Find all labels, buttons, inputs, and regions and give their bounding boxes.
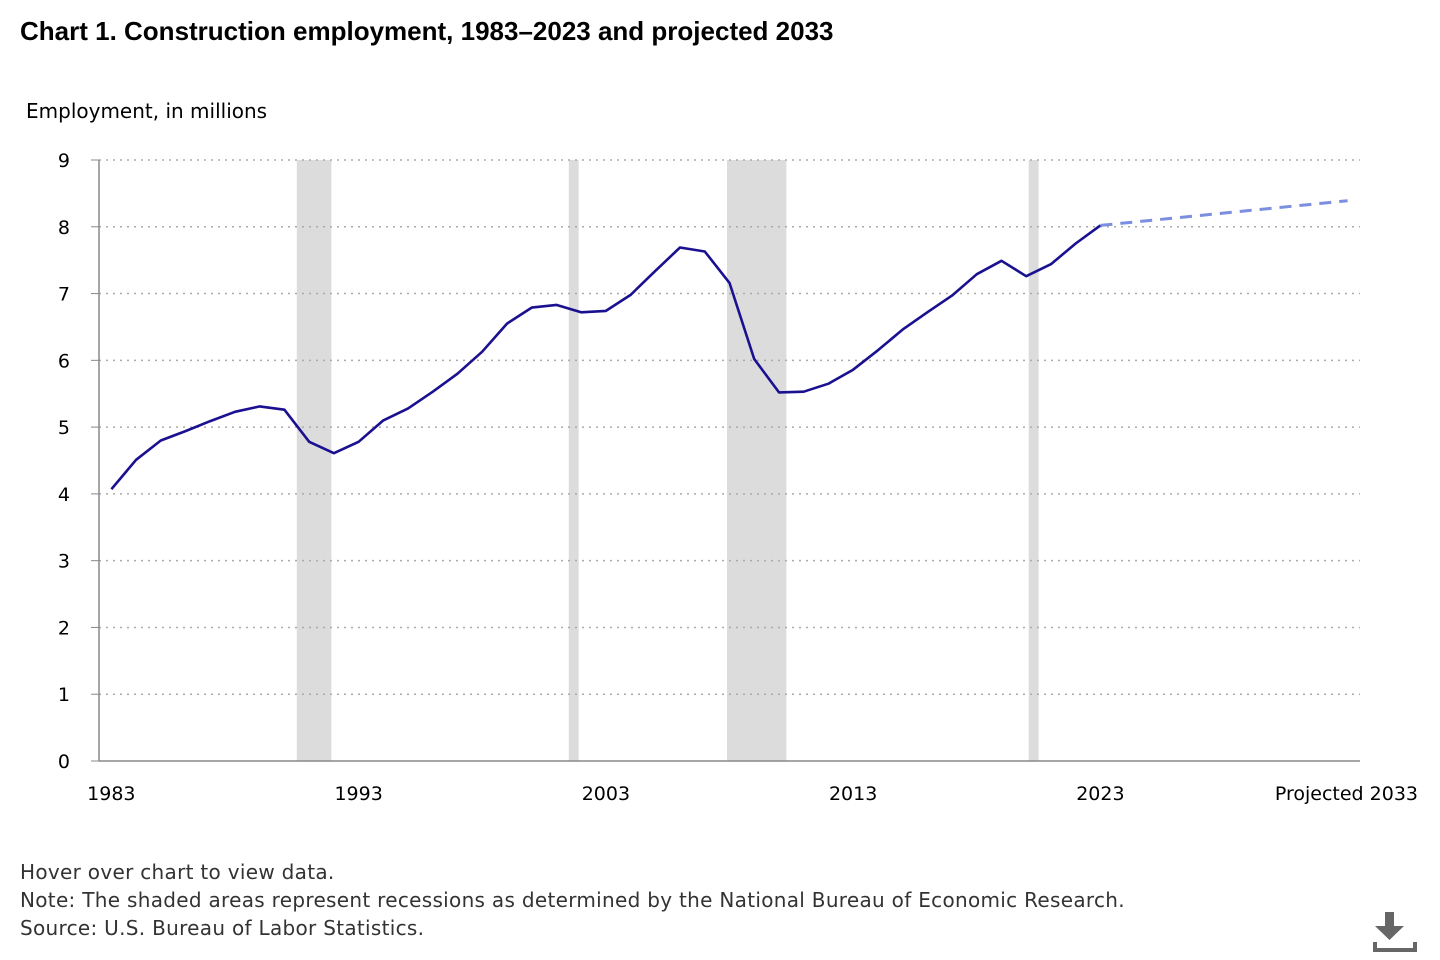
data-point[interactable]: 2007: 7.63 (699, 245, 711, 257)
data-point[interactable]: 2020: 7.26 (1020, 270, 1032, 282)
data-point[interactable]: 1990: 5.26 (278, 404, 290, 416)
data-point[interactable]: 2033: 8.39 (1342, 195, 1354, 207)
data-point[interactable]: 2014: 6.15 (872, 344, 884, 356)
data-point[interactable]: 2012: 5.65 (822, 378, 834, 390)
data-point[interactable]: 1996: 5.53 (427, 386, 439, 398)
data-point[interactable]: 2008: 7.16 (724, 277, 736, 289)
projection-line[interactable] (1100, 199, 1348, 227)
data-point[interactable]: 1994: 5.1 (377, 414, 389, 426)
employment-line[interactable] (110, 224, 1102, 491)
data-point[interactable]: 1983: 4.07 (105, 483, 117, 495)
y-tick-label: 5 (58, 417, 70, 439)
x-tick-label: 2023 (1076, 783, 1124, 805)
series[interactable]: 1983: 4.07 1984: 4.51 1985: 4.8 1986: 4.94 1… (105, 195, 1353, 495)
data-point[interactable]: 2013: 5.86 (847, 364, 859, 376)
data-point[interactable]: 2021: 7.44 (1045, 258, 1057, 270)
download-arrow-icon (1373, 912, 1417, 952)
data-point[interactable]: 1992: 4.61 (328, 447, 340, 459)
y-tick-label: 7 (58, 284, 70, 306)
data-point[interactable]: 2022: 7.75 (1070, 237, 1082, 249)
data-point[interactable]: 2000: 6.79 (526, 302, 538, 314)
chart-title: Chart 1. Construction employment, 1983–2… (20, 16, 834, 46)
y-tick-label: 4 (58, 484, 70, 506)
tick-labels: 0 1 2 3 4 5 6 7 8 9 1983 1993 2003 2013 2023 Projected … (58, 150, 1418, 805)
recession-band (568, 160, 579, 761)
data-point[interactable]: 2009: 6.02 (748, 353, 760, 365)
data-point[interactable]: 2011: 5.53 (798, 386, 810, 398)
data-point[interactable]: 1985: 4.8 (155, 434, 167, 446)
axes (91, 159, 1360, 762)
data-point[interactable]: 1995: 5.28 (402, 402, 414, 414)
recession-band (296, 160, 332, 761)
data-point[interactable]: 2016: 6.72 (921, 306, 933, 318)
data-point[interactable]: 2001: 6.83 (550, 299, 562, 311)
recession-band (727, 160, 787, 761)
data-point[interactable]: 2010: 5.52 (773, 386, 785, 398)
data-point[interactable]: 1989: 5.31 (254, 400, 266, 412)
data-point[interactable]: 2006: 7.69 (674, 241, 686, 253)
chart-notes: Hover over chart to view data. Note: The… (20, 858, 1125, 942)
recession-band (1028, 160, 1039, 761)
data-point[interactable]: 2023: 8.02 (1094, 219, 1106, 231)
data-point[interactable]: 2017: 6.97 (946, 290, 958, 302)
data-point[interactable]: 2019: 7.49 (995, 255, 1007, 267)
recession-bands (296, 160, 1039, 761)
x-tick-label: Projected 2033 (1275, 783, 1418, 805)
data-point[interactable]: 2015: 6.46 (897, 324, 909, 336)
gridlines (99, 159, 1360, 695)
data-point[interactable]: 2004: 6.98 (625, 289, 637, 301)
data-point[interactable]: 1987: 5.09 (204, 415, 216, 427)
y-tick-label: 9 (58, 150, 70, 172)
x-tick-label: 1993 (334, 783, 382, 805)
x-tick-label: 2003 (582, 783, 630, 805)
data-point[interactable]: 1993: 4.78 (353, 436, 365, 448)
y-tick-label: 6 (58, 350, 70, 372)
data-point[interactable]: 2018: 7.29 (971, 268, 983, 280)
y-tick-label: 8 (58, 217, 70, 239)
data-point[interactable]: 1997: 5.8 (452, 368, 464, 380)
data-point[interactable]: 1988: 5.23 (229, 406, 241, 418)
data-point[interactable]: 2003: 6.74 (600, 305, 612, 317)
source-note: Source: U.S. Bureau of Labor Statistics. (20, 916, 425, 940)
data-point[interactable]: 1991: 4.78 (303, 436, 315, 448)
hover-hint: Hover over chart to view data. (20, 860, 335, 884)
data-point[interactable]: 1984: 4.51 (130, 454, 142, 466)
data-point[interactable]: 1986: 4.94 (180, 425, 192, 437)
data-point[interactable]: 1999: 6.55 (501, 318, 513, 330)
y-axis-label: Employment, in millions (26, 99, 268, 123)
download-icon[interactable] (1373, 910, 1417, 954)
x-tick-label: 1983 (87, 783, 135, 805)
y-tick-label: 2 (58, 617, 70, 639)
y-tick-label: 3 (58, 551, 70, 573)
y-tick-label: 0 (58, 751, 70, 773)
line-chart[interactable]: 1983: 4.07 1984: 4.51 1985: 4.8 1986: 4.94 1… (0, 0, 1440, 850)
recession-note: Note: The shaded areas represent recessi… (20, 888, 1125, 912)
data-point[interactable]: 1998: 6.13 (476, 346, 488, 358)
data-point[interactable]: 2002: 6.72 (575, 306, 587, 318)
data-point[interactable]: 2005: 7.34 (649, 265, 661, 277)
y-tick-label: 1 (58, 684, 70, 706)
x-tick-label: 2013 (829, 783, 877, 805)
